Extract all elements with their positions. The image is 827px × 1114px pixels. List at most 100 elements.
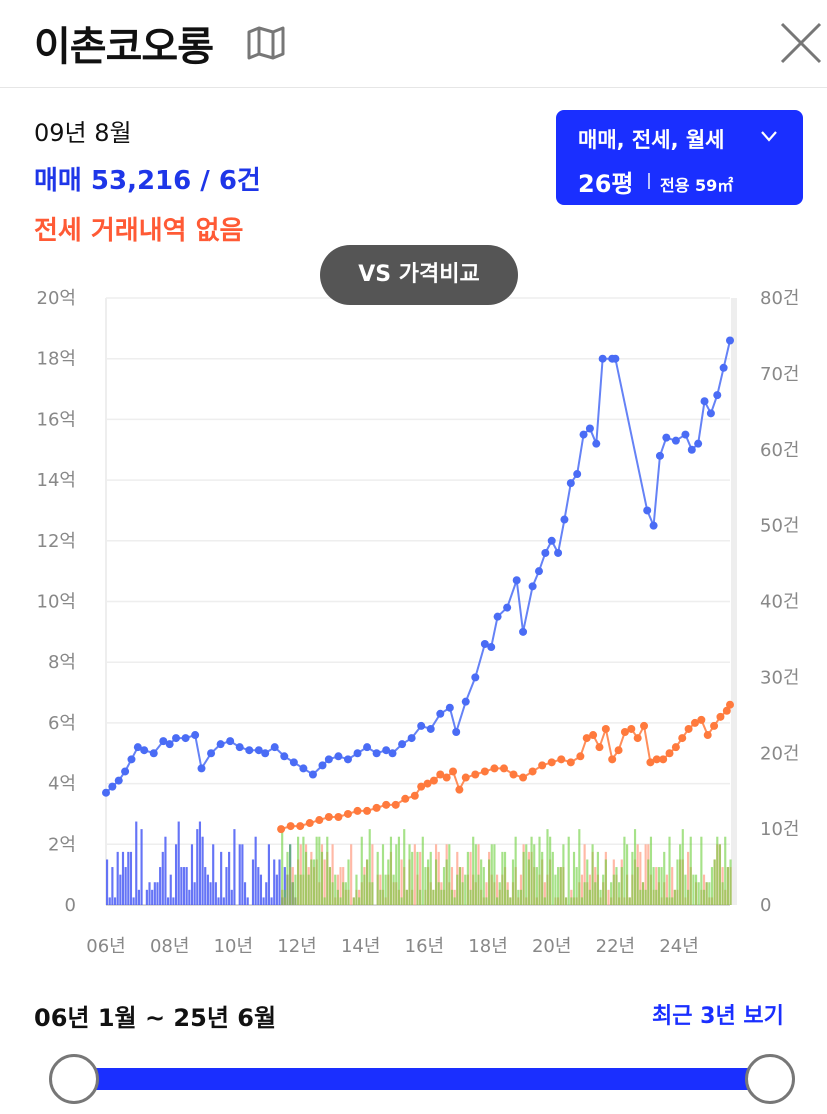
data-point — [149, 749, 158, 758]
data-point — [595, 743, 604, 752]
volume-bar — [434, 859, 438, 905]
volume-bar — [251, 859, 255, 905]
y-left-tick-label: 2억 — [48, 834, 76, 855]
volume-bar — [413, 844, 416, 905]
volume-bar — [392, 874, 395, 905]
volume-bar — [254, 836, 257, 905]
close-icon[interactable] — [778, 20, 824, 66]
y-right-tick-label: 20건 — [760, 743, 799, 764]
volume-bar — [206, 874, 209, 905]
map-icon[interactable] — [246, 26, 286, 60]
volume-bar — [427, 859, 430, 905]
data-point — [480, 767, 489, 776]
trade-type-label: 매매, 전세, 월세 — [578, 128, 725, 152]
volume-bar — [644, 844, 647, 905]
data-point — [528, 767, 537, 776]
data-point — [547, 758, 556, 767]
data-point — [235, 743, 244, 752]
x-tick-label: 20년 — [532, 936, 571, 957]
volume-bar — [132, 897, 135, 905]
volume-bar — [729, 859, 732, 905]
data-point — [681, 430, 690, 439]
volume-bar — [137, 889, 140, 905]
data-point — [573, 470, 582, 479]
data-point — [687, 445, 696, 454]
data-point — [305, 819, 314, 828]
volume-bar — [458, 867, 462, 905]
volume-bar — [259, 874, 263, 905]
size-label: 26평 — [578, 170, 634, 198]
data-point — [289, 758, 298, 767]
volume-bar — [437, 851, 440, 905]
data-point — [140, 746, 149, 755]
volume-bar — [336, 889, 339, 905]
volume-bar — [400, 859, 403, 905]
volume-bar — [450, 867, 454, 905]
volume-bar — [631, 851, 634, 905]
rent-summary: 전세 거래내역 없음 — [34, 216, 244, 246]
recent-3-years-button[interactable]: 최근 3년 보기 — [652, 1004, 784, 1029]
price-chart[interactable]: 0 2억 4억 6억 8억 10억 12억 14억 16억 18억 20억 0 10건 20건 30건 40건… — [0, 280, 827, 980]
volume-bar — [673, 889, 676, 905]
volume-bar — [161, 851, 164, 905]
range-slider-start-handle[interactable] — [49, 1054, 99, 1104]
data-point — [726, 700, 734, 709]
volume-bar — [281, 829, 284, 905]
data-point — [703, 731, 712, 740]
volume-bar — [167, 897, 170, 905]
volume-bar — [663, 851, 666, 905]
volume-bar — [135, 821, 138, 905]
volume-bar — [607, 889, 610, 905]
data-point — [582, 734, 591, 743]
data-point — [649, 521, 658, 530]
volume-bar — [196, 829, 199, 905]
volume-bar — [384, 874, 387, 905]
trade-filter-button[interactable]: 매매, 전세, 월세 26평 전용 59㎡ — [556, 110, 803, 205]
data-point — [519, 773, 528, 782]
volume-bar — [570, 897, 573, 905]
volume-bar — [639, 851, 642, 905]
data-point — [277, 825, 286, 834]
volume-bar — [684, 874, 687, 905]
range-slider-track[interactable] — [74, 1068, 770, 1090]
volume-bar — [687, 851, 690, 905]
data-point — [324, 812, 333, 821]
volume-bar — [331, 882, 334, 905]
data-point — [280, 752, 289, 761]
volume-bar — [525, 844, 528, 905]
volume-bar — [220, 851, 223, 905]
volume-bar — [671, 897, 674, 905]
volume-bar — [535, 867, 538, 905]
volume-bar — [485, 897, 488, 905]
volume-bar — [424, 867, 427, 905]
range-slider-end-handle[interactable] — [745, 1054, 795, 1104]
vs-compare-button[interactable]: VS 가격비교 — [320, 245, 518, 305]
data-point — [102, 788, 110, 797]
volume-bar — [153, 882, 156, 905]
data-point — [579, 430, 588, 439]
volume-bar — [395, 844, 398, 905]
data-point — [254, 746, 263, 755]
volume-bar — [411, 851, 414, 905]
volume-bar — [716, 836, 719, 905]
volume-bar — [511, 859, 515, 905]
volume-bar — [652, 867, 655, 905]
data-point — [652, 755, 661, 764]
data-point — [445, 703, 454, 712]
data-point — [423, 779, 432, 788]
volume-bar — [490, 844, 493, 905]
data-point — [710, 721, 719, 730]
y-left-tick-label: 6억 — [48, 713, 76, 734]
volume-bar — [294, 874, 297, 905]
volume-bar — [228, 851, 231, 905]
volume-bar — [477, 874, 480, 905]
data-point — [401, 794, 410, 803]
volume-bar — [639, 889, 642, 905]
data-point — [665, 749, 674, 758]
data-point — [417, 782, 426, 791]
volume-bar — [496, 897, 499, 905]
x-tick-label: 08년 — [150, 936, 189, 957]
data-point — [207, 749, 216, 758]
volume-bar — [700, 836, 703, 905]
volume-bar — [148, 882, 151, 905]
